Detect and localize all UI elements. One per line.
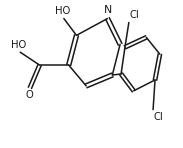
Text: HO: HO: [55, 6, 71, 16]
Text: Cl: Cl: [154, 112, 164, 122]
Text: Cl: Cl: [130, 10, 139, 20]
Text: HO: HO: [11, 40, 26, 50]
Text: O: O: [25, 90, 33, 100]
Text: N: N: [103, 5, 112, 15]
